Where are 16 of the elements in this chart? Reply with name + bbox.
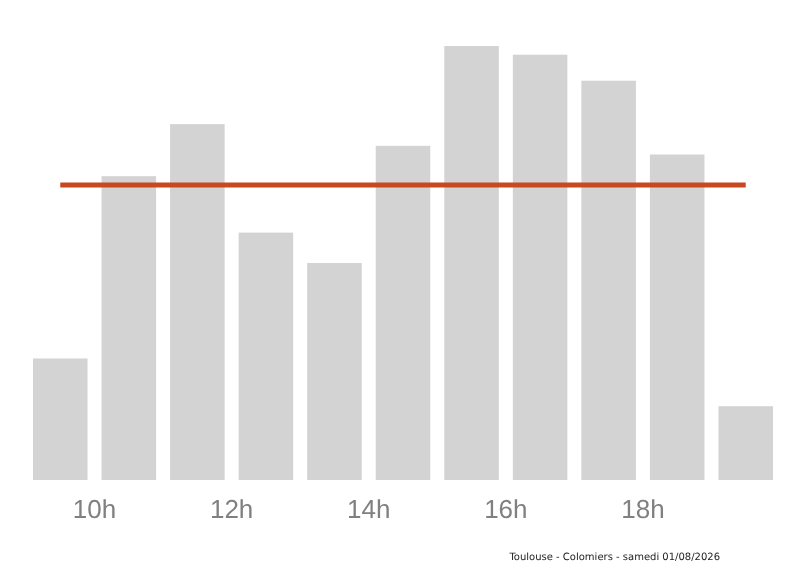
bar: [101, 176, 157, 480]
bar: [649, 154, 705, 480]
bar: [718, 406, 773, 480]
bar: [375, 145, 431, 480]
x-tick-label: 14h: [347, 494, 391, 525]
bar: [581, 80, 636, 480]
x-tick-label: 10h: [72, 494, 117, 525]
x-tick-label: 16h: [484, 494, 528, 525]
bar: [512, 54, 568, 480]
bar: [307, 263, 362, 480]
bar: [444, 46, 499, 480]
x-tick-label: 12h: [209, 494, 254, 525]
x-tick-label: 18h: [621, 494, 665, 525]
bar: [33, 358, 88, 480]
bar: [238, 232, 294, 480]
bar: [170, 124, 225, 480]
